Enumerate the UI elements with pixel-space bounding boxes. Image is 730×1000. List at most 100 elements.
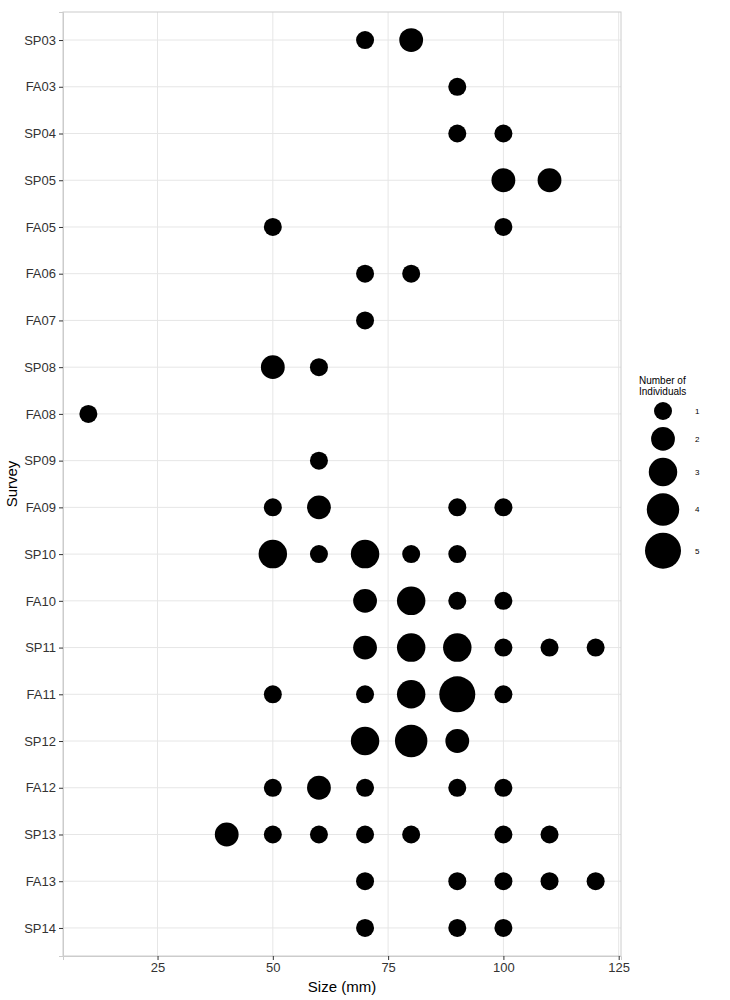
grid <box>63 12 621 956</box>
y-tick-mark <box>59 180 63 181</box>
bubble <box>264 779 282 797</box>
grid-line-y <box>63 507 621 508</box>
y-tick-mark <box>59 928 63 929</box>
bubble <box>356 31 374 49</box>
bubble <box>215 823 239 847</box>
bubble <box>356 685 374 703</box>
bubble <box>356 872 374 890</box>
legend-key <box>645 533 681 569</box>
x-tick-label: 25 <box>151 960 165 975</box>
bubble <box>310 452 328 470</box>
bubble <box>494 825 512 843</box>
bubble <box>353 636 377 660</box>
legend-title: Number of <box>639 375 686 386</box>
bubble <box>307 495 331 519</box>
bubble <box>259 540 287 568</box>
grid-line-x <box>272 12 273 956</box>
grid-line-y <box>63 694 621 695</box>
bubble <box>445 729 469 753</box>
grid-line-y <box>63 647 621 648</box>
y-tick-mark <box>59 834 63 835</box>
bubble <box>310 358 328 376</box>
y-tick-label: FA12 <box>26 780 56 795</box>
bubble <box>397 680 425 708</box>
grid-line-y <box>63 367 621 368</box>
grid-line-y <box>63 86 621 87</box>
bubble <box>494 872 512 890</box>
bubble <box>494 125 512 143</box>
bubble <box>264 498 282 516</box>
y-tick: SP09 <box>24 453 63 468</box>
bubble <box>494 919 512 937</box>
y-tick-mark <box>59 461 63 462</box>
bubble <box>397 587 425 615</box>
bubble <box>351 727 379 755</box>
y-tick-mark <box>59 788 63 789</box>
bubble <box>264 218 282 236</box>
bubble <box>494 498 512 516</box>
y-tick: FA05 <box>26 220 63 235</box>
x-tick-label: 75 <box>381 960 395 975</box>
y-tick: FA10 <box>26 593 63 608</box>
grid-line-y <box>63 133 621 134</box>
y-tick: FA12 <box>26 780 63 795</box>
y-tick-mark <box>59 134 63 135</box>
y-tick-mark <box>59 227 63 228</box>
y-tick-label: FA03 <box>26 79 56 94</box>
y-axis-title: Survey <box>3 460 20 507</box>
bubble <box>491 168 515 192</box>
bubble <box>356 825 374 843</box>
bubble <box>587 872 605 890</box>
bubble <box>494 639 512 657</box>
bubble <box>395 725 427 757</box>
bubble <box>402 265 420 283</box>
y-tick-label: SP10 <box>24 547 56 562</box>
bubble <box>310 545 328 563</box>
y-tick: SP03 <box>24 33 63 48</box>
x-tick: 25 <box>151 956 165 975</box>
y-tick-label: FA05 <box>26 220 56 235</box>
y-tick-mark <box>59 320 63 321</box>
bubble <box>261 355 285 379</box>
grid-line-y <box>63 741 621 742</box>
grid-line-y <box>63 413 621 414</box>
y-tick-label: FA09 <box>26 500 56 515</box>
legend-key <box>654 402 672 420</box>
y-tick-label: FA08 <box>26 407 56 422</box>
y-tick-mark <box>59 741 63 742</box>
y-tick-label: FA11 <box>27 687 56 702</box>
bubble <box>351 540 379 568</box>
bubble <box>356 779 374 797</box>
bubble <box>494 685 512 703</box>
y-tick: SP10 <box>24 547 63 562</box>
bubble <box>494 218 512 236</box>
bubble <box>439 676 475 712</box>
bubble <box>402 545 420 563</box>
y-tick: SP14 <box>24 921 63 936</box>
bubble <box>494 779 512 797</box>
bubble <box>541 825 559 843</box>
y-tick: SP11 <box>25 640 63 655</box>
legend-title: Individuals <box>639 386 686 397</box>
bubble <box>399 28 423 52</box>
y-tick: FA07 <box>26 313 63 328</box>
bubble <box>494 592 512 610</box>
y-tick: FA03 <box>26 79 63 94</box>
bubble <box>538 168 562 192</box>
grid-line-y <box>63 834 621 835</box>
grid-line-y <box>63 320 621 321</box>
panel-border <box>63 12 621 956</box>
y-tick-mark <box>59 414 63 415</box>
x-tick: 50 <box>266 956 280 975</box>
y-tick-label: FA06 <box>26 266 56 281</box>
y-tick: FA13 <box>26 874 63 889</box>
legend-label: 2 <box>695 435 700 444</box>
y-tick: SP08 <box>24 360 63 375</box>
y-tick-mark <box>59 601 63 602</box>
bubble <box>541 872 559 890</box>
y-tick-mark <box>59 274 63 275</box>
y-tick-mark <box>59 881 63 882</box>
y-tick-mark <box>59 648 63 649</box>
bubble <box>264 685 282 703</box>
y-tick-label: SP04 <box>24 126 56 141</box>
